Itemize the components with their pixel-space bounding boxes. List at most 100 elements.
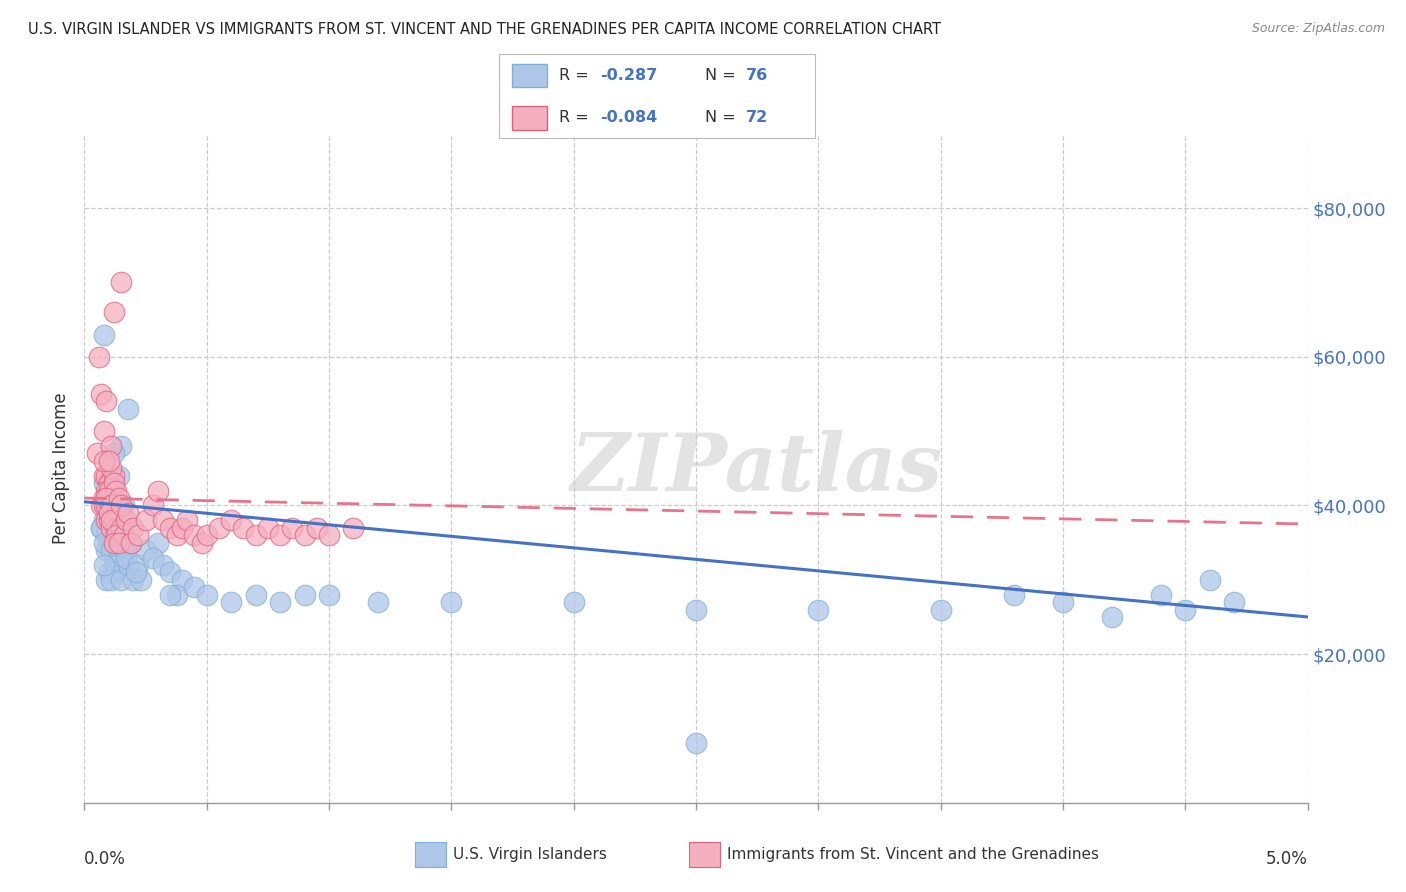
Point xyxy=(110,499,132,513)
Point xyxy=(107,468,129,483)
Point xyxy=(1198,573,1220,587)
Point xyxy=(172,573,194,587)
Point xyxy=(122,521,145,535)
Point xyxy=(120,535,142,549)
Point xyxy=(1052,595,1074,609)
Point xyxy=(105,491,128,505)
Point xyxy=(100,499,122,513)
Point xyxy=(96,573,118,587)
Point xyxy=(97,513,120,527)
Point xyxy=(294,588,316,602)
Point xyxy=(305,521,328,535)
Point xyxy=(110,439,132,453)
Point xyxy=(103,446,125,460)
Point xyxy=(100,513,122,527)
Point xyxy=(100,499,122,513)
Point xyxy=(195,528,218,542)
Point xyxy=(195,588,218,602)
Text: -0.287: -0.287 xyxy=(600,68,658,83)
Bar xyxy=(512,63,547,87)
Point xyxy=(929,602,952,616)
Point xyxy=(97,483,120,498)
Point xyxy=(100,521,122,535)
Point xyxy=(103,476,125,491)
Point xyxy=(100,513,122,527)
Point xyxy=(142,550,165,565)
Point xyxy=(100,573,122,587)
Point xyxy=(269,595,291,609)
Point xyxy=(440,595,463,609)
Point xyxy=(245,528,267,542)
Text: U.S. VIRGIN ISLANDER VS IMMIGRANTS FROM ST. VINCENT AND THE GRENADINES PER CAPIT: U.S. VIRGIN ISLANDER VS IMMIGRANTS FROM … xyxy=(28,22,941,37)
Point xyxy=(318,588,340,602)
Point xyxy=(103,513,125,527)
Point xyxy=(146,483,169,498)
Text: 72: 72 xyxy=(745,111,768,126)
Point xyxy=(146,535,169,549)
Point xyxy=(257,521,280,535)
Point xyxy=(281,521,304,535)
Point xyxy=(97,468,120,483)
Point xyxy=(93,454,115,468)
Point xyxy=(97,454,120,468)
Point xyxy=(152,513,174,527)
Point xyxy=(100,535,122,549)
Text: 76: 76 xyxy=(745,68,768,83)
Text: R =: R = xyxy=(560,68,595,83)
Point xyxy=(107,550,129,565)
Point xyxy=(110,506,132,520)
Point xyxy=(245,588,267,602)
Point xyxy=(110,573,132,587)
Text: 0.0%: 0.0% xyxy=(84,849,127,868)
Point xyxy=(93,491,115,505)
Point xyxy=(90,521,112,535)
Point xyxy=(107,535,129,549)
Point xyxy=(90,387,112,401)
Point xyxy=(112,528,135,542)
Point xyxy=(103,535,125,549)
Point xyxy=(294,528,316,542)
Point xyxy=(93,513,115,527)
Point xyxy=(103,521,125,535)
Point xyxy=(129,573,152,587)
Point xyxy=(112,499,135,513)
Point xyxy=(135,513,157,527)
Text: R =: R = xyxy=(560,111,595,126)
Point xyxy=(166,528,188,542)
Point xyxy=(685,602,707,616)
Point xyxy=(105,550,128,565)
Point xyxy=(105,521,128,535)
Point xyxy=(93,558,115,572)
Point xyxy=(110,276,132,290)
Point xyxy=(96,528,118,542)
Point xyxy=(103,305,125,319)
Point xyxy=(96,468,118,483)
Point xyxy=(115,513,138,527)
Point xyxy=(117,558,139,572)
Point xyxy=(110,521,132,535)
Text: Source: ZipAtlas.com: Source: ZipAtlas.com xyxy=(1251,22,1385,36)
Text: U.S. Virgin Islanders: U.S. Virgin Islanders xyxy=(453,847,606,862)
Point xyxy=(97,483,120,498)
Text: N =: N = xyxy=(704,111,741,126)
Point xyxy=(562,595,585,609)
Point xyxy=(96,543,118,558)
Point xyxy=(115,550,138,565)
Point xyxy=(117,401,139,416)
Point xyxy=(97,491,120,505)
Point xyxy=(105,483,128,498)
Point xyxy=(172,521,194,535)
Point xyxy=(159,588,181,602)
Point xyxy=(100,439,122,453)
Point xyxy=(86,446,108,460)
Point xyxy=(93,468,115,483)
Point xyxy=(219,513,242,527)
Point xyxy=(159,521,181,535)
Point xyxy=(183,580,205,594)
Point xyxy=(176,513,198,527)
Point xyxy=(96,499,118,513)
Point xyxy=(103,528,125,542)
Point xyxy=(318,528,340,542)
Y-axis label: Per Capita Income: Per Capita Income xyxy=(52,392,70,544)
Point xyxy=(152,558,174,572)
